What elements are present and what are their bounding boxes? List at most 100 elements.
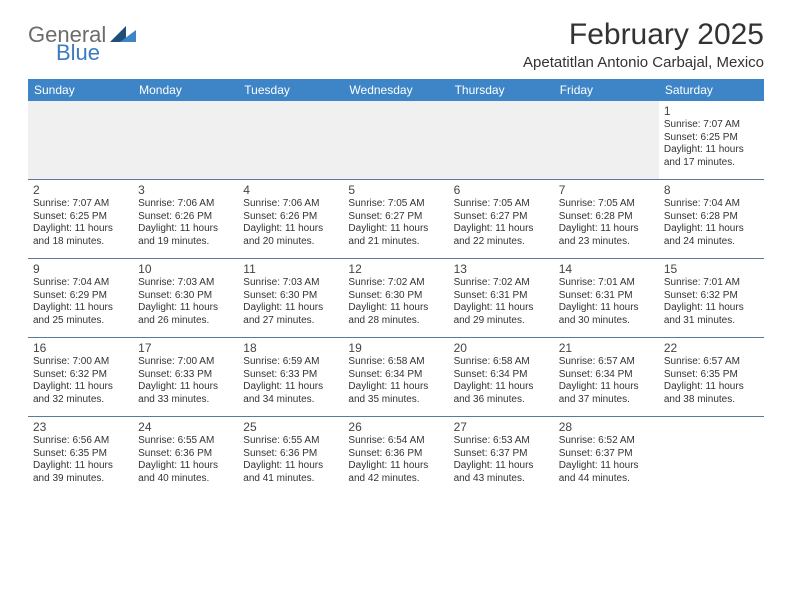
day-cell: 22Sunrise: 6:57 AMSunset: 6:35 PMDayligh… xyxy=(659,338,764,416)
day-cell-empty xyxy=(238,101,343,179)
day-cell: 11Sunrise: 7:03 AMSunset: 6:30 PMDayligh… xyxy=(238,259,343,337)
day-number: 20 xyxy=(454,341,549,355)
week-row: 2Sunrise: 7:07 AMSunset: 6:25 PMDaylight… xyxy=(28,179,764,258)
day-detail: Sunrise: 6:57 AMSunset: 6:34 PMDaylight:… xyxy=(559,356,654,406)
week-row: 1Sunrise: 7:07 AMSunset: 6:25 PMDaylight… xyxy=(28,101,764,179)
day-header: Saturday xyxy=(659,79,764,101)
day-cell: 2Sunrise: 7:07 AMSunset: 6:25 PMDaylight… xyxy=(28,180,133,258)
day-cell: 26Sunrise: 6:54 AMSunset: 6:36 PMDayligh… xyxy=(343,417,448,495)
day-cell: 6Sunrise: 7:05 AMSunset: 6:27 PMDaylight… xyxy=(449,180,554,258)
day-cell: 9Sunrise: 7:04 AMSunset: 6:29 PMDaylight… xyxy=(28,259,133,337)
day-number: 14 xyxy=(559,262,654,276)
day-detail: Sunrise: 7:05 AMSunset: 6:27 PMDaylight:… xyxy=(454,198,549,248)
weeks-container: 1Sunrise: 7:07 AMSunset: 6:25 PMDaylight… xyxy=(28,101,764,495)
day-cell: 20Sunrise: 6:58 AMSunset: 6:34 PMDayligh… xyxy=(449,338,554,416)
day-number: 22 xyxy=(664,341,759,355)
day-cell-empty xyxy=(449,101,554,179)
day-detail: Sunrise: 7:04 AMSunset: 6:28 PMDaylight:… xyxy=(664,198,759,248)
day-cell: 24Sunrise: 6:55 AMSunset: 6:36 PMDayligh… xyxy=(133,417,238,495)
day-cell: 15Sunrise: 7:01 AMSunset: 6:32 PMDayligh… xyxy=(659,259,764,337)
week-row: 9Sunrise: 7:04 AMSunset: 6:29 PMDaylight… xyxy=(28,258,764,337)
header: General Blue February 2025 Apetatitlan A… xyxy=(28,18,764,71)
day-detail: Sunrise: 7:00 AMSunset: 6:32 PMDaylight:… xyxy=(33,356,128,406)
day-detail: Sunrise: 6:54 AMSunset: 6:36 PMDaylight:… xyxy=(348,435,443,485)
day-cell-empty xyxy=(28,101,133,179)
day-header: Thursday xyxy=(449,79,554,101)
day-cell-empty xyxy=(659,417,764,495)
day-cell: 28Sunrise: 6:52 AMSunset: 6:37 PMDayligh… xyxy=(554,417,659,495)
calendar: SundayMondayTuesdayWednesdayThursdayFrid… xyxy=(28,79,764,495)
day-cell: 5Sunrise: 7:05 AMSunset: 6:27 PMDaylight… xyxy=(343,180,448,258)
day-number: 17 xyxy=(138,341,233,355)
day-number: 10 xyxy=(138,262,233,276)
day-detail: Sunrise: 7:02 AMSunset: 6:30 PMDaylight:… xyxy=(348,277,443,327)
day-header: Monday xyxy=(133,79,238,101)
day-detail: Sunrise: 7:05 AMSunset: 6:27 PMDaylight:… xyxy=(348,198,443,248)
day-detail: Sunrise: 7:06 AMSunset: 6:26 PMDaylight:… xyxy=(138,198,233,248)
logo: General Blue xyxy=(28,18,136,64)
week-row: 23Sunrise: 6:56 AMSunset: 6:35 PMDayligh… xyxy=(28,416,764,495)
day-number: 2 xyxy=(33,183,128,197)
day-cell: 14Sunrise: 7:01 AMSunset: 6:31 PMDayligh… xyxy=(554,259,659,337)
day-number: 23 xyxy=(33,420,128,434)
day-number: 19 xyxy=(348,341,443,355)
day-detail: Sunrise: 7:07 AMSunset: 6:25 PMDaylight:… xyxy=(664,119,759,169)
day-header: Sunday xyxy=(28,79,133,101)
day-header: Friday xyxy=(554,79,659,101)
day-header-row: SundayMondayTuesdayWednesdayThursdayFrid… xyxy=(28,79,764,101)
day-number: 27 xyxy=(454,420,549,434)
day-number: 1 xyxy=(664,104,759,118)
day-detail: Sunrise: 7:00 AMSunset: 6:33 PMDaylight:… xyxy=(138,356,233,406)
day-detail: Sunrise: 6:58 AMSunset: 6:34 PMDaylight:… xyxy=(348,356,443,406)
day-cell: 21Sunrise: 6:57 AMSunset: 6:34 PMDayligh… xyxy=(554,338,659,416)
day-number: 13 xyxy=(454,262,549,276)
title-block: February 2025 Apetatitlan Antonio Carbaj… xyxy=(523,18,764,71)
day-detail: Sunrise: 6:57 AMSunset: 6:35 PMDaylight:… xyxy=(664,356,759,406)
day-detail: Sunrise: 7:03 AMSunset: 6:30 PMDaylight:… xyxy=(138,277,233,327)
day-detail: Sunrise: 6:58 AMSunset: 6:34 PMDaylight:… xyxy=(454,356,549,406)
day-detail: Sunrise: 7:06 AMSunset: 6:26 PMDaylight:… xyxy=(243,198,338,248)
day-detail: Sunrise: 6:52 AMSunset: 6:37 PMDaylight:… xyxy=(559,435,654,485)
day-number: 8 xyxy=(664,183,759,197)
day-cell: 8Sunrise: 7:04 AMSunset: 6:28 PMDaylight… xyxy=(659,180,764,258)
day-number: 12 xyxy=(348,262,443,276)
day-number: 25 xyxy=(243,420,338,434)
day-number: 5 xyxy=(348,183,443,197)
logo-text-blue: Blue xyxy=(56,42,136,64)
day-cell: 7Sunrise: 7:05 AMSunset: 6:28 PMDaylight… xyxy=(554,180,659,258)
day-detail: Sunrise: 7:01 AMSunset: 6:31 PMDaylight:… xyxy=(559,277,654,327)
day-detail: Sunrise: 6:53 AMSunset: 6:37 PMDaylight:… xyxy=(454,435,549,485)
day-number: 18 xyxy=(243,341,338,355)
day-detail: Sunrise: 7:07 AMSunset: 6:25 PMDaylight:… xyxy=(33,198,128,248)
day-detail: Sunrise: 7:03 AMSunset: 6:30 PMDaylight:… xyxy=(243,277,338,327)
page: General Blue February 2025 Apetatitlan A… xyxy=(0,0,792,513)
day-number: 9 xyxy=(33,262,128,276)
page-title: February 2025 xyxy=(523,18,764,52)
day-cell: 17Sunrise: 7:00 AMSunset: 6:33 PMDayligh… xyxy=(133,338,238,416)
day-number: 7 xyxy=(559,183,654,197)
day-cell-empty xyxy=(343,101,448,179)
day-cell-empty xyxy=(133,101,238,179)
day-number: 28 xyxy=(559,420,654,434)
day-cell: 18Sunrise: 6:59 AMSunset: 6:33 PMDayligh… xyxy=(238,338,343,416)
day-number: 15 xyxy=(664,262,759,276)
day-number: 16 xyxy=(33,341,128,355)
day-number: 21 xyxy=(559,341,654,355)
day-detail: Sunrise: 6:59 AMSunset: 6:33 PMDaylight:… xyxy=(243,356,338,406)
day-header: Tuesday xyxy=(238,79,343,101)
day-cell: 12Sunrise: 7:02 AMSunset: 6:30 PMDayligh… xyxy=(343,259,448,337)
week-row: 16Sunrise: 7:00 AMSunset: 6:32 PMDayligh… xyxy=(28,337,764,416)
day-cell-empty xyxy=(554,101,659,179)
day-number: 11 xyxy=(243,262,338,276)
day-number: 4 xyxy=(243,183,338,197)
day-cell: 27Sunrise: 6:53 AMSunset: 6:37 PMDayligh… xyxy=(449,417,554,495)
day-detail: Sunrise: 7:02 AMSunset: 6:31 PMDaylight:… xyxy=(454,277,549,327)
day-number: 3 xyxy=(138,183,233,197)
day-cell: 23Sunrise: 6:56 AMSunset: 6:35 PMDayligh… xyxy=(28,417,133,495)
day-detail: Sunrise: 6:55 AMSunset: 6:36 PMDaylight:… xyxy=(243,435,338,485)
day-number: 24 xyxy=(138,420,233,434)
day-cell: 13Sunrise: 7:02 AMSunset: 6:31 PMDayligh… xyxy=(449,259,554,337)
day-cell: 10Sunrise: 7:03 AMSunset: 6:30 PMDayligh… xyxy=(133,259,238,337)
day-cell: 25Sunrise: 6:55 AMSunset: 6:36 PMDayligh… xyxy=(238,417,343,495)
day-cell: 16Sunrise: 7:00 AMSunset: 6:32 PMDayligh… xyxy=(28,338,133,416)
